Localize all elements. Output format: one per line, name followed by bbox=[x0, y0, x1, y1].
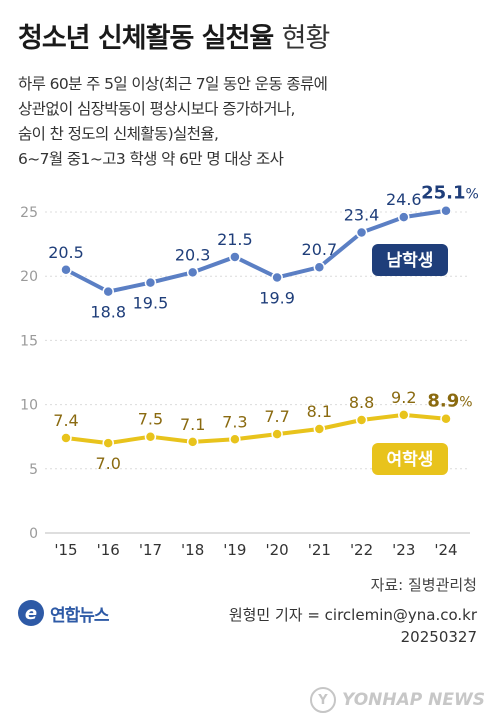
data-point bbox=[144, 276, 157, 289]
source-note: 자료: 질병관리청 bbox=[370, 576, 477, 594]
y-tick-label: 10 bbox=[20, 398, 38, 414]
series-line bbox=[65, 412, 447, 446]
data-label: 7.4 bbox=[53, 411, 78, 430]
data-point bbox=[398, 211, 410, 223]
y-tick-label: 0 bbox=[29, 526, 38, 542]
yonhap-logo: e 연합뉴스 bbox=[18, 600, 110, 626]
title-sub: 현황 bbox=[281, 23, 331, 54]
data-label: 20.7 bbox=[302, 240, 338, 259]
data-point bbox=[271, 428, 283, 440]
data-point bbox=[440, 412, 452, 425]
data-label-unit: % bbox=[466, 187, 479, 203]
data-point bbox=[144, 430, 157, 443]
data-label: 25.1% bbox=[421, 183, 479, 204]
data-label: 19.9 bbox=[259, 288, 295, 307]
data-point bbox=[355, 414, 368, 426]
title-main: 청소년 신체활동 실천율 bbox=[18, 23, 274, 54]
data-label: 7.3 bbox=[222, 412, 247, 431]
data-label: 24.6 bbox=[386, 190, 422, 209]
data-label: 21.5 bbox=[217, 230, 253, 249]
chart-description: 하루 60분 주 5일 이상(최근 7일 동안 운동 종류에 상관없이 심장박동… bbox=[18, 72, 488, 172]
x-tick-label: '20 bbox=[266, 541, 289, 559]
legend-label: 남학생 bbox=[387, 251, 434, 271]
byline-date: 20250327 bbox=[400, 628, 477, 646]
y-tick-label: 20 bbox=[20, 269, 38, 285]
data-label: 7.5 bbox=[138, 410, 163, 429]
data-point bbox=[398, 409, 410, 421]
yonhap-logo-icon: e bbox=[18, 600, 44, 626]
data-label: 7.0 bbox=[95, 454, 120, 473]
x-tick-label: '15 bbox=[54, 541, 77, 559]
data-label: 8.1 bbox=[307, 402, 332, 421]
data-point bbox=[102, 285, 114, 298]
description-line-1: 하루 60분 주 5일 이상(최근 7일 동안 운동 종류에 bbox=[18, 75, 328, 93]
data-point bbox=[313, 423, 326, 435]
data-label: 20.3 bbox=[175, 245, 211, 264]
yonhap-logo-text: 연합뉴스 bbox=[50, 605, 110, 626]
y-tick-label: 25 bbox=[20, 205, 38, 221]
watermark-text: YONHAP NEWS bbox=[342, 690, 485, 710]
series-line bbox=[65, 208, 447, 294]
data-point bbox=[60, 432, 72, 444]
y-tick-label: 15 bbox=[20, 333, 38, 349]
data-point bbox=[102, 437, 114, 449]
legend-label: 여학생 bbox=[387, 450, 434, 470]
byline: 원형민 기자 = circlemin@yna.co.kr 20250327 bbox=[229, 604, 477, 648]
x-tick-label: '23 bbox=[392, 541, 415, 559]
data-label: 8.8 bbox=[349, 393, 374, 412]
byline-author: 원형민 기자 = circlemin@yna.co.kr bbox=[228, 606, 477, 624]
x-tick-label: '16 bbox=[97, 541, 120, 559]
chart-title: 청소년 신체활동 실천율 현황 bbox=[18, 16, 331, 55]
data-label: 19.5 bbox=[133, 294, 169, 313]
data-label: 8.9% bbox=[427, 391, 472, 412]
x-tick-label: '18 bbox=[181, 541, 204, 559]
watermark-icon: Y bbox=[310, 687, 337, 713]
legend-badge bbox=[372, 443, 448, 475]
data-point bbox=[271, 271, 283, 284]
description-line-2: 상관없이 심장박동이 평상시보다 증가하거나, bbox=[18, 100, 295, 118]
description-line-3: 숨이 찬 정도의 신체활동)실천율, bbox=[18, 125, 219, 143]
data-point bbox=[60, 264, 72, 276]
x-tick-label: '21 bbox=[308, 541, 331, 559]
data-point bbox=[229, 433, 241, 446]
data-point bbox=[440, 204, 452, 217]
description-line-4: 6~7월 중1~고3 학생 약 6만 명 대상 조사 bbox=[18, 150, 284, 168]
data-point bbox=[186, 266, 199, 279]
x-tick-label: '24 bbox=[434, 541, 457, 559]
data-label: 7.1 bbox=[180, 415, 205, 434]
data-label: 7.7 bbox=[264, 407, 289, 426]
legend-badge bbox=[372, 244, 448, 276]
data-point bbox=[355, 226, 368, 239]
data-label: 9.2 bbox=[391, 388, 416, 407]
y-tick-label: 5 bbox=[29, 462, 38, 478]
data-point bbox=[313, 261, 326, 273]
x-tick-label: '19 bbox=[223, 541, 246, 559]
data-point bbox=[229, 251, 241, 263]
x-tick-label: '22 bbox=[350, 541, 373, 559]
data-label: 23.4 bbox=[344, 206, 380, 225]
data-label: 18.8 bbox=[90, 303, 126, 322]
data-point bbox=[186, 436, 199, 448]
data-label: 20.5 bbox=[48, 243, 84, 262]
data-label-unit: % bbox=[459, 395, 472, 411]
x-tick-label: '17 bbox=[139, 541, 162, 559]
watermark: Y YONHAP NEWS bbox=[310, 687, 485, 713]
